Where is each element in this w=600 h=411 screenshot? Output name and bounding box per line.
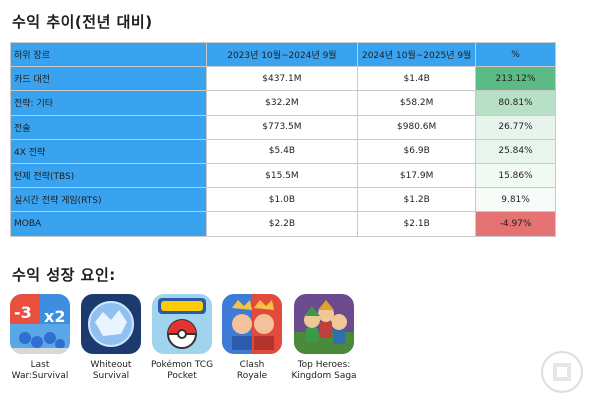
growth-drivers-title: 수익 성장 요인:: [12, 266, 116, 284]
header-percent[interactable]: %: [475, 41, 556, 68]
whiteout-icon: [81, 294, 141, 354]
game-card[interactable]: Pokémon TCG Pocket: [142, 294, 222, 382]
revenue-trend-title: 수익 추이(전년 대비): [12, 13, 153, 31]
watermark-logo: [541, 351, 583, 393]
curr-revenue-cell: $1.4B: [357, 66, 477, 92]
percent-change-cell: 9.81%: [475, 187, 556, 213]
game-name: Last War:Survival: [11, 360, 69, 381]
header-prev-period[interactable]: 2023년 10월~2024년 9월: [205, 41, 359, 68]
svg-text:x2: x2: [44, 307, 65, 326]
game-card[interactable]: Top Heroes: Kingdom Saga: [284, 294, 364, 382]
curr-revenue-cell: $1.2B: [357, 187, 477, 213]
table-row: 턴제 전략(TBS) $15.5M $17.9M 15.86%: [10, 162, 556, 189]
game-name: Pokémon TCG Pocket: [150, 360, 214, 381]
table-row: 전략: 기타 $32.2M $58.2M 80.81%: [10, 90, 556, 116]
prev-revenue-cell: $437.1M: [205, 66, 359, 92]
header-subgenre[interactable]: 하위 장르: [10, 41, 207, 68]
prev-revenue-cell: $15.5M: [205, 162, 359, 189]
clash-royale-icon: [222, 294, 282, 354]
revenue-table: 하위 장르 2023년 10월~2024년 9월 2024년 10월~2025년…: [10, 41, 556, 237]
prev-revenue-cell: $32.2M: [205, 90, 359, 116]
genre-cell: 턴제 전략(TBS): [10, 162, 207, 189]
prev-revenue-cell: $5.4B: [205, 138, 359, 164]
table-row: MOBA $2.2B $2.1B -4.97%: [10, 211, 556, 237]
prev-revenue-cell: $1.0B: [205, 187, 359, 213]
curr-revenue-cell: $17.9M: [357, 162, 477, 189]
genre-cell: MOBA: [10, 211, 207, 237]
svg-text:-3: -3: [14, 303, 32, 322]
curr-revenue-cell: $980.6M: [357, 114, 477, 140]
percent-change-cell: 213.12%: [475, 66, 556, 92]
game-card[interactable]: -3 x2 Last War:Survival: [0, 294, 80, 382]
percent-change-cell: 26.77%: [475, 114, 556, 140]
table-row: 4X 전략 $5.4B $6.9B 25.84%: [10, 138, 556, 164]
curr-revenue-cell: $6.9B: [357, 138, 477, 164]
genre-cell: 전략: 기타: [10, 90, 207, 116]
table-header-row: 하위 장르 2023년 10월~2024년 9월 2024년 10월~2025년…: [10, 41, 556, 68]
percent-change-cell: 80.81%: [475, 90, 556, 116]
table-row: 카드 대전 $437.1M $1.4B 213.12%: [10, 66, 556, 92]
curr-revenue-cell: $58.2M: [357, 90, 477, 116]
percent-change-cell: 15.86%: [475, 162, 556, 189]
genre-cell: 카드 대전: [10, 66, 207, 92]
prev-revenue-cell: $2.2B: [205, 211, 359, 237]
prev-revenue-cell: $773.5M: [205, 114, 359, 140]
game-card[interactable]: Clash Royale: [212, 294, 292, 382]
last-war-icon: -3 x2: [10, 294, 70, 354]
top-heroes-icon: [294, 294, 354, 354]
genre-cell: 실시간 전략 게임(RTS): [10, 187, 207, 213]
game-name: Clash Royale: [236, 360, 268, 381]
table-row: 전술 $773.5M $980.6M 26.77%: [10, 114, 556, 140]
genre-cell: 전술: [10, 114, 207, 140]
percent-change-cell: -4.97%: [475, 211, 556, 237]
pokemon-tcg-icon: [152, 294, 212, 354]
game-name: Top Heroes: Kingdom Saga: [291, 360, 357, 381]
game-card[interactable]: Whiteout Survival: [71, 294, 151, 382]
header-curr-period[interactable]: 2024년 10월~2025년 9월: [357, 41, 477, 68]
table-row: 실시간 전략 게임(RTS) $1.0B $1.2B 9.81%: [10, 187, 556, 213]
curr-revenue-cell: $2.1B: [357, 211, 477, 237]
genre-cell: 4X 전략: [10, 138, 207, 164]
percent-change-cell: 25.84%: [475, 138, 556, 164]
game-name: Whiteout Survival: [90, 360, 132, 381]
games-list: -3 x2 Last War:Survival Whiteout Survival: [0, 294, 600, 411]
